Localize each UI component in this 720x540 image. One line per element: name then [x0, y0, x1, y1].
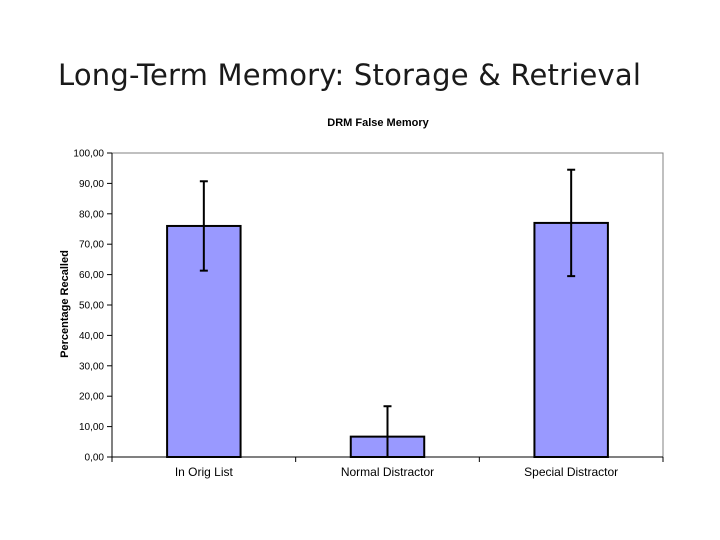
y-tick-label: 10,00 — [79, 422, 104, 433]
y-tick-label: 80,00 — [79, 209, 104, 220]
slide-title: Long-Term Memory: Storage & Retrieval — [58, 58, 642, 92]
x-tick-label: In Orig List — [175, 465, 234, 479]
y-tick-label: 30,00 — [79, 361, 104, 372]
y-tick-label: 70,00 — [79, 240, 104, 251]
y-tick-label: 50,00 — [79, 301, 104, 312]
y-tick-label: 60,00 — [79, 270, 104, 281]
x-tick-label: Normal Distractor — [341, 465, 434, 479]
y-tick-label: 90,00 — [79, 179, 104, 190]
chart-title: DRM False Memory — [327, 117, 429, 129]
y-axis-title: Percentage Recalled — [59, 250, 71, 358]
y-tick-label: 20,00 — [79, 392, 104, 403]
x-tick-label: Special Distractor — [524, 465, 618, 479]
y-tick-label: 0,00 — [85, 453, 105, 464]
y-tick-label: 100,00 — [73, 149, 104, 160]
y-tick-label: 40,00 — [79, 331, 104, 342]
